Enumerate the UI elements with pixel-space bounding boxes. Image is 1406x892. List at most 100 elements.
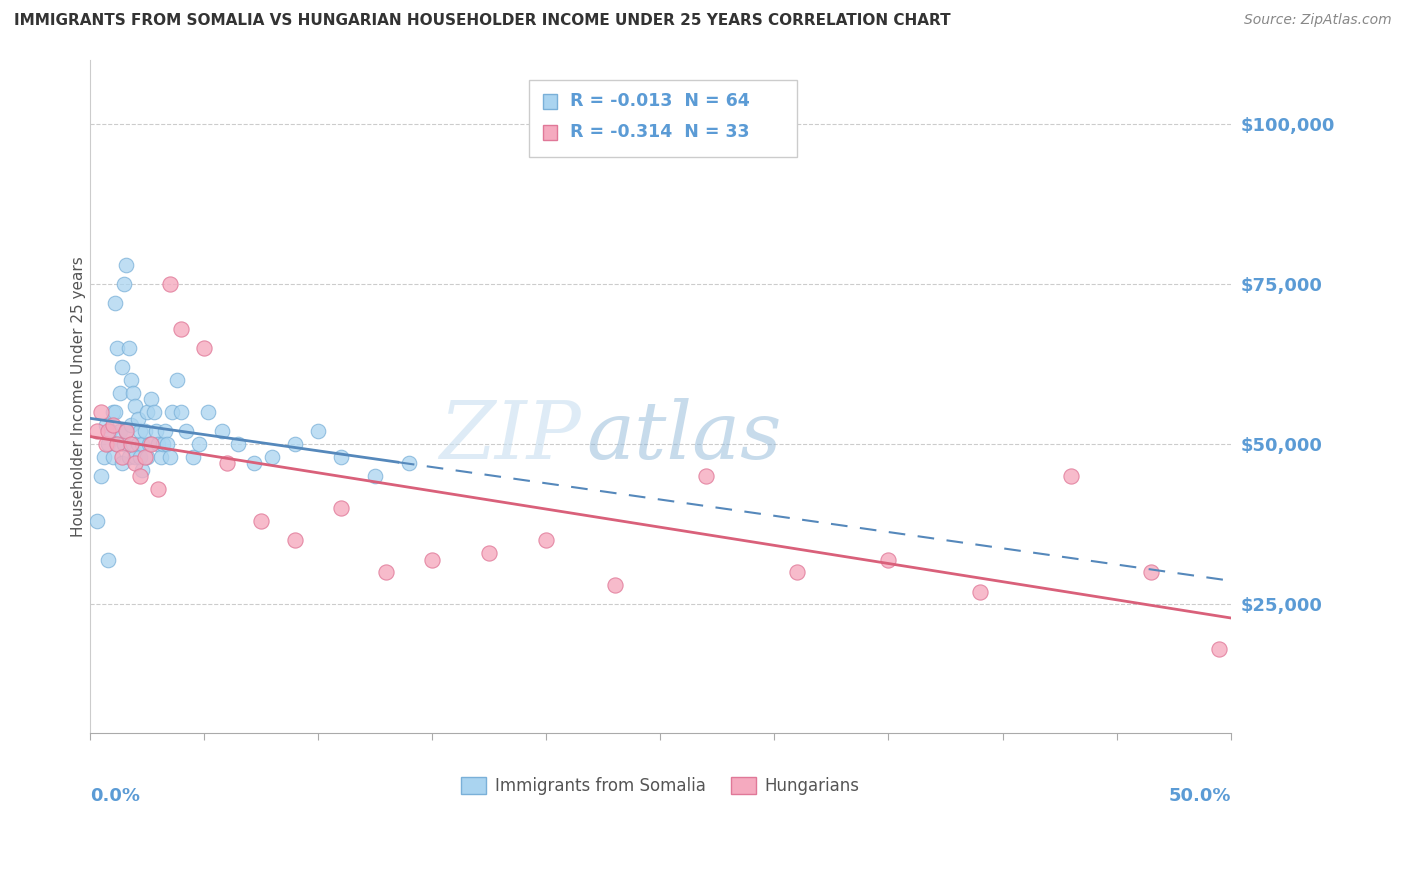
Point: [97, 437, 120, 451]
Text: IMMIGRANTS FROM SOMALIA VS HUNGARIAN HOUSEHOLDER INCOME UNDER 25 YEARS CORRELATI: IMMIGRANTS FROM SOMALIA VS HUNGARIAN HOU…: [14, 13, 950, 29]
Point: [329, 501, 352, 516]
Point: [111, 457, 134, 471]
Point: [142, 405, 165, 419]
Point: [398, 457, 420, 471]
Point: [117, 341, 139, 355]
Point: [152, 437, 174, 451]
Point: [90, 405, 112, 419]
Point: [112, 277, 135, 291]
Point: [138, 437, 160, 451]
Text: atlas: atlas: [586, 398, 782, 475]
Point: [115, 425, 138, 439]
Point: [181, 450, 204, 464]
Point: [129, 425, 152, 439]
Point: [160, 405, 183, 419]
Point: [145, 425, 167, 439]
Point: [101, 450, 124, 464]
Text: 50.0%: 50.0%: [1168, 787, 1230, 805]
Point: [124, 450, 146, 464]
Point: [112, 437, 135, 451]
Point: [131, 463, 153, 477]
Point: [284, 437, 307, 451]
Text: ZIP: ZIP: [439, 398, 581, 475]
Point: [131, 437, 153, 451]
FancyBboxPatch shape: [543, 125, 557, 140]
Y-axis label: Householder Income Under 25 years: Householder Income Under 25 years: [72, 256, 86, 536]
Point: [105, 341, 128, 355]
Point: [262, 450, 284, 464]
Text: Source: ZipAtlas.com: Source: ZipAtlas.com: [1244, 13, 1392, 28]
Point: [86, 425, 108, 439]
Point: [120, 373, 142, 387]
Legend: Immigrants from Somalia, Hungarians: Immigrants from Somalia, Hungarians: [454, 771, 866, 802]
FancyBboxPatch shape: [543, 94, 557, 109]
Point: [124, 457, 146, 471]
Point: [100, 425, 122, 439]
Text: R = -0.314  N = 33: R = -0.314 N = 33: [571, 123, 749, 141]
Point: [329, 450, 352, 464]
Point: [134, 425, 156, 439]
Point: [141, 392, 163, 407]
Text: R = -0.013  N = 64: R = -0.013 N = 64: [571, 93, 749, 111]
Point: [149, 450, 172, 464]
Point: [127, 437, 149, 451]
Point: [148, 482, 170, 496]
Point: [159, 277, 181, 291]
Point: [197, 405, 219, 419]
Point: [478, 546, 501, 560]
Point: [120, 437, 142, 451]
Point: [108, 425, 131, 439]
Point: [108, 386, 131, 401]
Point: [94, 437, 117, 451]
Point: [104, 405, 127, 419]
Text: 0.0%: 0.0%: [90, 787, 139, 805]
Point: [94, 417, 117, 432]
Point: [375, 566, 398, 580]
Point: [1208, 642, 1230, 657]
Point: [193, 341, 215, 355]
Point: [534, 533, 557, 548]
Point: [101, 405, 124, 419]
Point: [127, 411, 149, 425]
Point: [243, 457, 266, 471]
Point: [166, 373, 188, 387]
Point: [135, 450, 157, 464]
Point: [156, 437, 179, 451]
Point: [115, 425, 138, 439]
Point: [1139, 566, 1161, 580]
Point: [215, 457, 238, 471]
Point: [97, 425, 120, 439]
Point: [250, 514, 273, 528]
Point: [1060, 469, 1083, 483]
Point: [877, 552, 900, 566]
Point: [141, 437, 163, 451]
Point: [115, 258, 138, 272]
Point: [101, 417, 124, 432]
FancyBboxPatch shape: [529, 79, 797, 157]
Point: [104, 296, 127, 310]
Point: [86, 514, 108, 528]
Point: [153, 425, 176, 439]
Point: [135, 405, 157, 419]
Point: [122, 437, 145, 451]
Point: [129, 469, 152, 483]
Point: [129, 450, 152, 464]
Point: [174, 425, 197, 439]
Point: [105, 437, 128, 451]
Point: [93, 450, 115, 464]
Point: [117, 450, 139, 464]
Point: [170, 405, 193, 419]
Point: [159, 450, 181, 464]
Point: [148, 437, 170, 451]
Point: [120, 417, 142, 432]
Point: [969, 584, 991, 599]
Point: [786, 566, 808, 580]
Point: [226, 437, 249, 451]
Point: [170, 322, 193, 336]
Point: [111, 450, 134, 464]
Point: [134, 450, 156, 464]
Point: [105, 437, 128, 451]
Point: [420, 552, 443, 566]
Point: [90, 469, 112, 483]
Point: [124, 399, 146, 413]
